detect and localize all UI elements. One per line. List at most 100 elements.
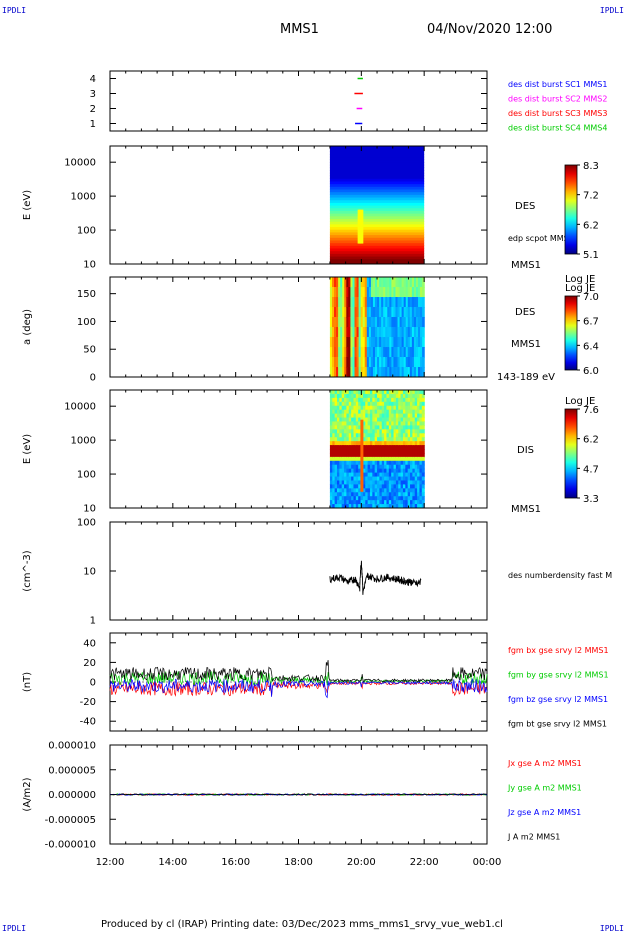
heatmap-cell (344, 464, 348, 470)
heatmap-cell (372, 367, 376, 377)
heatmap-cell (387, 337, 390, 348)
heatmap-cell (381, 472, 385, 478)
heatmap-cell (414, 472, 418, 478)
heatmap-cell (372, 500, 376, 505)
heatmap-cell (419, 460, 423, 466)
heatmap-cell (339, 468, 343, 474)
heatmap-cell (360, 347, 364, 358)
heatmap-cell (419, 437, 423, 442)
heatmap-cell (336, 401, 340, 407)
heatmap-cell (379, 287, 382, 298)
heatmap-cell (414, 429, 418, 434)
heatmap-cell (400, 409, 404, 415)
heatmap-cell (362, 413, 366, 419)
heatmap-cell (411, 317, 415, 328)
heatmap-cell (367, 425, 371, 430)
heatmap-cell (399, 297, 403, 308)
colorbar-tick-label: 3.3 (583, 494, 599, 505)
heatmap-cell (386, 496, 390, 501)
heatmap-cell (358, 337, 362, 348)
heatmap-cell (403, 287, 407, 298)
heatmap-cell (329, 390, 333, 395)
heatmap-cell (329, 327, 333, 338)
heatmap-cell (395, 307, 399, 318)
y-tick-label: 20 (83, 658, 96, 669)
heatmap-cell (417, 488, 421, 493)
heatmap-cell (344, 417, 348, 423)
heatmap-cell (351, 452, 355, 458)
heatmap-cell (355, 480, 359, 485)
heatmap-cell (391, 413, 395, 419)
heatmap-cell (336, 317, 339, 328)
heatmap-cell (395, 456, 399, 462)
heatmap-cell (422, 317, 425, 328)
heatmap-cell (417, 433, 421, 438)
heatmap-cell (348, 347, 352, 358)
heatmap-cell (409, 367, 413, 377)
heatmap-cell (338, 337, 341, 348)
heatmap-cell (336, 460, 340, 466)
heatmap-cell (332, 445, 336, 450)
y-axis-label: (A/m2) (22, 777, 33, 811)
heatmap-cell (388, 464, 392, 470)
heatmap-cell (407, 287, 411, 298)
heatmap-cell (360, 405, 364, 411)
y-tick-label: 0.000010 (48, 741, 96, 752)
heatmap-cell (338, 297, 341, 308)
heatmap-cell (372, 445, 376, 450)
heatmap-cell (329, 347, 333, 358)
heatmap-cell (334, 492, 338, 497)
heatmap-cell (395, 429, 399, 434)
heatmap-cell (395, 496, 399, 501)
heatmap-cell (386, 405, 390, 411)
heatmap-cell (358, 496, 362, 501)
heatmap-cell (391, 405, 395, 411)
heatmap-cell (338, 327, 341, 338)
heatmap-cell (385, 307, 388, 318)
heatmap-cell (413, 347, 417, 358)
heatmap-cell (386, 488, 390, 493)
heatmap-cell (362, 449, 366, 454)
heatmap-cell (412, 449, 416, 454)
heatmap-cell (418, 307, 421, 318)
heatmap-cell (405, 484, 409, 489)
heatmap-cell (334, 500, 338, 505)
legend-entry: J A m2 MMS1 (507, 833, 560, 842)
heatmap-cell (336, 393, 340, 399)
heatmap-cell (374, 390, 378, 395)
heatmap-cell (405, 429, 409, 434)
heatmap-cell (411, 287, 415, 298)
heatmap-cell (329, 425, 333, 430)
y-axis-label: E (eV) (22, 434, 33, 464)
heatmap-cell (388, 500, 392, 505)
heatmap-cell (362, 504, 366, 508)
heatmap-cell (329, 207, 425, 211)
heatmap-cell (372, 433, 376, 438)
heatmap-cell (385, 277, 388, 288)
heatmap-cell (340, 337, 343, 348)
heatmap-cell (397, 307, 401, 318)
heatmap-cell (405, 449, 409, 454)
heatmap-cell (377, 367, 380, 377)
heatmap-cell (397, 367, 401, 377)
heatmap-cell (388, 441, 392, 446)
heatmap-cell (402, 405, 406, 411)
heatmap-cell (377, 484, 380, 489)
heatmap-cell (368, 297, 372, 308)
heatmap-cell (414, 449, 418, 454)
heatmap-cell (329, 239, 425, 244)
heatmap-cell (351, 449, 355, 454)
heatmap-cell (329, 154, 425, 158)
heatmap-cell (393, 367, 397, 377)
heatmap-cell (400, 437, 404, 442)
panel-footer-label: 143-189 eV (497, 372, 555, 383)
heatmap-cell (334, 401, 338, 407)
heatmap-cell (356, 287, 360, 298)
heatmap-cell (403, 317, 407, 328)
heatmap-cell (405, 476, 409, 482)
heatmap-cell (400, 476, 404, 482)
heatmap-cell (410, 456, 413, 462)
heatmap-cell (331, 317, 335, 328)
heatmap-cell (400, 390, 404, 395)
heatmap-cell (365, 429, 369, 434)
